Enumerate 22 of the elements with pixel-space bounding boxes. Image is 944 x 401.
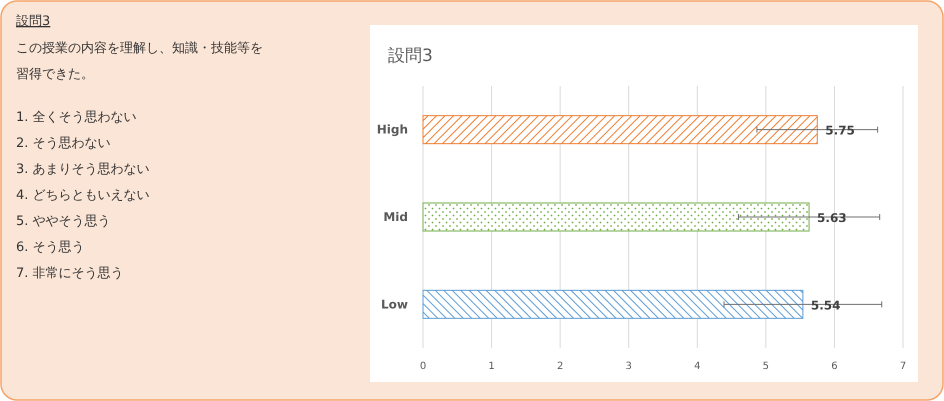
x-tick: 5: [762, 361, 770, 372]
annotation: 5. ややそう思う: [16, 214, 111, 229]
annotation: 2. そう思わない: [16, 136, 111, 151]
annotation: 1. 全くそう思わない: [16, 110, 137, 125]
y-tick: Low: [381, 297, 408, 312]
x-tick: 7: [900, 361, 906, 372]
annotation: 6. そう思う: [16, 240, 85, 255]
y-tick: High: [376, 122, 408, 137]
annotation: 3. あまりそう思わない: [16, 162, 150, 177]
x-tick: 0: [420, 361, 426, 372]
annotation: 7. 非常にそう思う: [16, 266, 124, 281]
annotation: 4. どちらともいえない: [16, 188, 150, 203]
title: 設問3: [388, 46, 433, 66]
y-tick: Mid: [383, 210, 408, 224]
x-tick: 2: [556, 361, 564, 372]
x-tick: 3: [626, 361, 632, 372]
annotation: この授業の内容を理解し、知識・技能等を: [16, 41, 263, 56]
annotation: 習得できた。: [16, 67, 94, 82]
title: 設問3: [16, 14, 50, 29]
x-tick: 6: [831, 361, 838, 372]
x-tick: 1: [488, 361, 495, 372]
x-tick: 4: [694, 361, 700, 372]
